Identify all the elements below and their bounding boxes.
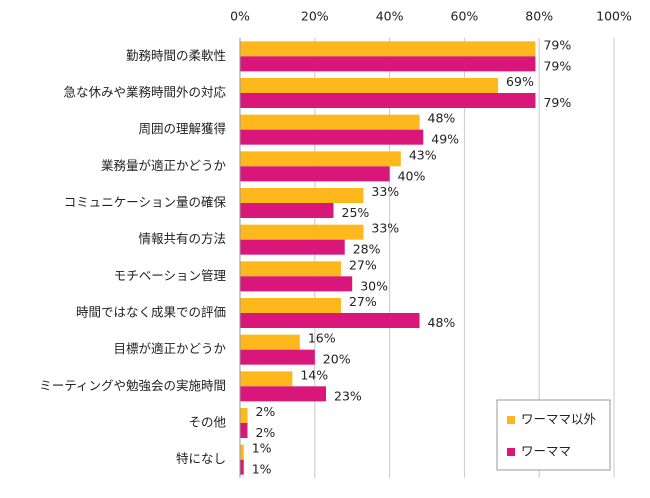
y-tick-label: 業務量が適正かどうか <box>101 158 227 173</box>
bar <box>240 334 300 350</box>
value-label: 25% <box>342 205 370 220</box>
bar <box>240 459 244 475</box>
bar <box>240 129 424 145</box>
bar <box>240 151 401 167</box>
value-label: 48% <box>428 111 456 126</box>
value-label: 40% <box>398 168 426 183</box>
value-label: 14% <box>300 367 328 382</box>
value-label: 28% <box>353 242 381 257</box>
value-label: 2% <box>255 425 275 440</box>
value-label: 16% <box>308 331 336 346</box>
y-tick-label: 時間ではなく成果での評価 <box>76 305 226 320</box>
value-label: 69% <box>506 74 534 89</box>
value-label: 27% <box>349 294 377 309</box>
legend-swatch <box>507 448 515 456</box>
legend-swatch <box>507 416 515 424</box>
bar <box>240 371 293 387</box>
value-label: 33% <box>371 221 399 236</box>
bar <box>240 166 390 182</box>
y-tick-label: モチベーション管理 <box>114 268 227 283</box>
bar <box>240 224 364 240</box>
value-label: 43% <box>409 147 437 162</box>
bar <box>240 203 334 218</box>
y-tick-label: 目標が適正かどうか <box>113 341 226 356</box>
value-label: 30% <box>360 278 388 293</box>
bar <box>240 41 536 57</box>
bar <box>240 93 536 108</box>
x-tick-label: 80% <box>525 9 553 24</box>
value-label: 79% <box>543 58 571 73</box>
value-label: 79% <box>543 95 571 110</box>
bar <box>240 78 499 93</box>
bar <box>240 423 248 438</box>
value-label: 20% <box>323 352 351 367</box>
value-label: 48% <box>428 315 456 330</box>
y-tick-label: 情報共有の方法 <box>138 231 226 246</box>
y-tick-label: 勤務時間の柔軟性 <box>126 48 226 63</box>
bar <box>240 56 536 72</box>
bar <box>240 188 364 203</box>
value-label: 2% <box>255 404 275 419</box>
bar <box>240 349 315 365</box>
bar <box>240 408 248 423</box>
legend-box <box>496 399 611 471</box>
bar <box>240 298 341 313</box>
y-tick-label: その他 <box>188 415 226 430</box>
value-label: 79% <box>543 37 571 52</box>
y-tick-label: コミュニケーション量の確保 <box>64 195 227 210</box>
value-label: 49% <box>431 132 459 147</box>
y-tick-label: 急な休みや業務時間外の対応 <box>63 85 226 100</box>
bar <box>240 313 420 328</box>
y-tick-label: 特になし <box>176 451 226 466</box>
value-label: 1% <box>252 462 272 477</box>
x-tick-label: 60% <box>451 9 479 24</box>
y-tick-label: ミーティングや勉強会の実施時間 <box>39 378 226 393</box>
bar <box>240 276 353 292</box>
value-label: 23% <box>334 388 362 403</box>
value-label: 27% <box>349 257 377 272</box>
legend-label: ワーママ <box>521 444 571 459</box>
x-tick-label: 20% <box>301 9 329 24</box>
x-tick-label: 100% <box>596 9 632 24</box>
value-label: 33% <box>371 184 399 199</box>
x-tick-label: 0% <box>230 9 250 24</box>
value-label: 1% <box>252 441 272 456</box>
bar <box>240 386 327 402</box>
legend-label: ワーママ以外 <box>521 412 597 427</box>
bar <box>240 239 345 255</box>
y-tick-label: 周囲の理解獲得 <box>138 121 226 136</box>
x-tick-label: 40% <box>376 9 404 24</box>
bar <box>240 261 341 277</box>
bar <box>240 114 420 130</box>
bar <box>240 444 244 460</box>
